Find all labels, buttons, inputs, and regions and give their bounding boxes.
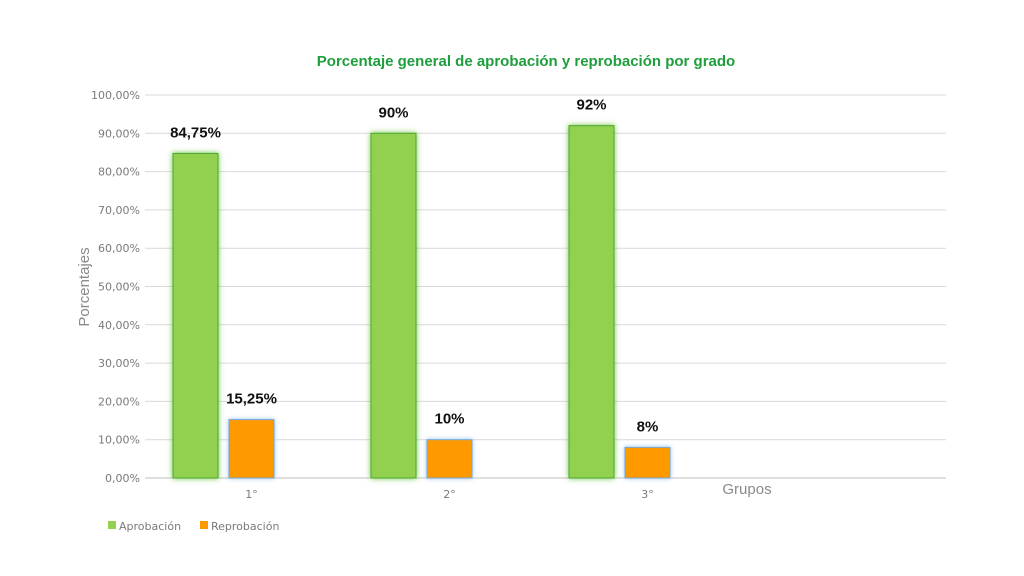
legend: Aprobación Reprobación xyxy=(108,520,279,533)
y-tick-label: 30,00% xyxy=(98,357,140,370)
legend-swatch xyxy=(200,521,208,529)
y-tick-label: 10,00% xyxy=(98,434,140,447)
y-tick-label: 70,00% xyxy=(98,204,140,217)
y-tick-label: 50,00% xyxy=(98,281,140,294)
y-axis-ticks: 0,00% 10,00% 20,00% 30,00% 40,00% 50,00% 60,00… xyxy=(91,89,140,485)
data-labels: 84,75% 15,25% 90% 10% 92% 8% xyxy=(170,97,658,436)
y-tick-label: 40,00% xyxy=(98,319,140,332)
bar-aprobacion xyxy=(172,152,219,479)
data-label: 15,25% xyxy=(226,391,277,408)
x-category-label: 3° xyxy=(641,488,654,501)
chart-title: Porcentaje general de aprobación y repro… xyxy=(317,53,735,70)
bars xyxy=(172,125,671,479)
y-tick-label: 0,00% xyxy=(105,472,140,485)
legend-swatch xyxy=(108,521,116,529)
data-label: 10% xyxy=(434,411,464,428)
y-tick-label: 20,00% xyxy=(98,395,140,408)
x-category-label: 2° xyxy=(443,488,456,501)
legend-label: Reprobación xyxy=(211,520,279,533)
bar-reprobacion xyxy=(624,446,671,479)
bar-aprobacion xyxy=(568,125,615,479)
bar-aprobacion xyxy=(370,132,417,479)
y-tick-label: 60,00% xyxy=(98,242,140,255)
legend-label: Aprobación xyxy=(119,520,181,533)
data-label: 92% xyxy=(576,97,606,114)
bar-reprobacion xyxy=(426,439,473,479)
x-category-label: 1° xyxy=(245,488,258,501)
gridlines xyxy=(145,94,946,479)
x-axis-categories: 1° 2° 3° xyxy=(245,488,654,501)
data-label: 84,75% xyxy=(170,124,221,141)
x-axis-title: Grupos xyxy=(722,481,771,498)
y-tick-label: 100,00% xyxy=(91,89,140,102)
y-tick-label: 80,00% xyxy=(98,166,140,179)
bar-reprobacion xyxy=(228,419,275,479)
data-label: 8% xyxy=(637,418,659,435)
y-axis-title: Porcentajes xyxy=(76,247,93,326)
data-label: 90% xyxy=(378,104,408,121)
y-tick-label: 90,00% xyxy=(98,127,140,140)
